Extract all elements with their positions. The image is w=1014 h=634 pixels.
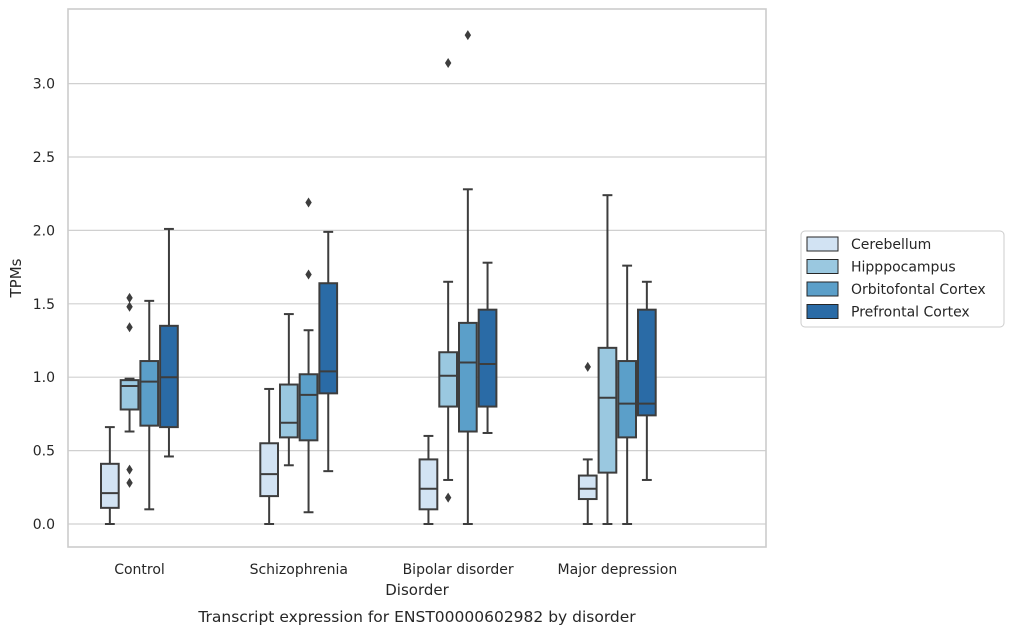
box-body	[139, 360, 160, 427]
x-tick-label: Major depression	[558, 562, 678, 578]
outlier-point	[126, 301, 133, 312]
outlier-point	[444, 492, 452, 503]
box-body	[597, 346, 618, 474]
y-tick-label: 2.5	[33, 150, 55, 166]
outlier-point	[126, 464, 133, 475]
box-body	[438, 351, 458, 408]
box-body	[298, 373, 319, 442]
legend-swatch	[806, 236, 839, 252]
y-tick-label: 1.5	[33, 297, 55, 313]
legend-swatch	[806, 259, 839, 274]
box-body	[458, 321, 478, 433]
outlier-point	[464, 30, 472, 41]
box-body	[119, 379, 140, 411]
legend-label: Hipppocampus	[851, 260, 956, 276]
grid	[68, 82, 766, 525]
outlier-point	[305, 197, 312, 208]
legend-label: Prefrontal Cortex	[851, 305, 970, 321]
y-axis-label: TPMs	[7, 258, 25, 298]
y-tick-label: 0.0	[33, 517, 55, 533]
box-body	[279, 383, 299, 439]
box-prefrontal-cortex-2	[477, 261, 498, 434]
x-tick-label: Control	[114, 562, 165, 578]
outlier-point	[126, 322, 133, 333]
box-cerebellum-0	[100, 426, 120, 525]
y-tick-label: 3.0	[33, 77, 55, 93]
legend-swatch	[806, 304, 839, 319]
box-body	[637, 308, 657, 417]
legend-label: Orbitofontal Cortex	[851, 282, 986, 298]
y-axis-ticks: 0.0 0.5 1.0 1.5 2.0 2.5 3.0	[33, 77, 55, 533]
box-orbitofontal-cortex-2	[458, 30, 478, 525]
outlier-point	[584, 361, 591, 372]
box-orbitofontal-cortex-0	[139, 299, 160, 511]
box-body	[577, 474, 598, 501]
box-hipppocampus-2	[438, 58, 458, 503]
box-prefrontal-cortex-3	[637, 280, 657, 481]
box-body	[100, 462, 120, 509]
box-prefrontal-cortex-0	[159, 227, 179, 458]
box-cerebellum-1	[259, 387, 279, 525]
y-tick-label: 1.0	[33, 370, 55, 386]
box-body	[477, 308, 498, 408]
box-orbitofontal-cortex-3	[617, 264, 637, 525]
outlier-point	[444, 58, 452, 69]
box-body	[418, 458, 439, 511]
y-tick-label: 2.0	[33, 223, 55, 239]
box-hipppocampus-3	[597, 194, 618, 525]
boxes	[100, 30, 657, 525]
legend: Cerebellum Hipppocampus Orbitofontal Corte…	[800, 230, 1005, 328]
box-body	[617, 360, 637, 439]
box-hipppocampus-0	[119, 292, 140, 488]
legend-label: Cerebellum	[851, 237, 931, 253]
box-cerebellum-2	[418, 434, 439, 525]
box-hipppocampus-1	[279, 313, 299, 467]
box-body	[318, 282, 339, 395]
outlier-point	[126, 477, 133, 488]
box-orbitofontal-cortex-1	[298, 197, 319, 514]
chart-caption: Transcript expression for ENST0000060298…	[197, 608, 636, 626]
x-tick-label: Schizophrenia	[250, 562, 348, 578]
box-cerebellum-3	[577, 361, 598, 525]
plot-frame	[67, 8, 767, 548]
box-prefrontal-cortex-1	[318, 230, 339, 473]
legend-frame	[800, 230, 1005, 328]
outlier-point	[126, 292, 133, 303]
y-tick-label: 0.5	[33, 444, 55, 460]
x-tick-label: Bipolar disorder	[403, 562, 514, 578]
x-axis-ticks: Control Schizophrenia Bipolar disorder Majo…	[114, 562, 677, 578]
box-body	[259, 442, 279, 498]
x-axis-label: Disorder	[385, 581, 449, 599]
outlier-point	[305, 269, 312, 280]
legend-swatch	[806, 281, 839, 297]
